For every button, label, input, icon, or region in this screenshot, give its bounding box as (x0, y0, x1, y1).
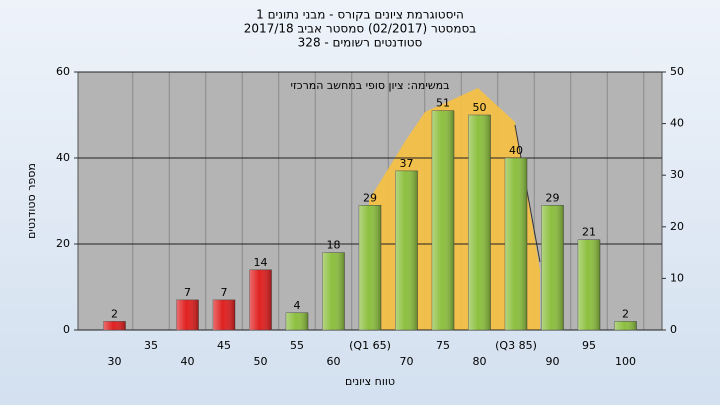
y2-tick-label: 30 (670, 168, 684, 181)
chart-title: היסטוגרמת ציונים בקורס - מבני נתונים 1 (256, 8, 464, 22)
x-axis-label: טווח ציונים (345, 375, 395, 388)
y-tick-label: 20 (56, 237, 70, 250)
y-tick-label: 40 (56, 151, 70, 164)
data-label: 50 (473, 101, 487, 114)
x-tick-label: 90 (546, 355, 560, 368)
x-tick-label: (Q3 85) (495, 339, 537, 352)
x-tick-label: 35 (144, 339, 158, 352)
annotation: במשימה: ציון סופי במחשב המרכזי (290, 79, 449, 92)
data-label: 40 (509, 144, 523, 157)
data-label: 14 (254, 256, 268, 269)
data-label: 37 (400, 157, 414, 170)
y-tick-label: 60 (56, 65, 70, 78)
data-label: 7 (184, 286, 191, 299)
x-tick-label: 60 (327, 355, 341, 368)
bar-shade (322, 252, 345, 330)
bar-shade (505, 158, 527, 330)
x-tick-label: 75 (436, 339, 450, 352)
x-tick-label: 80 (473, 355, 487, 368)
x-tick-label: 40 (181, 355, 195, 368)
bar-shade (286, 312, 308, 330)
data-label: 2 (622, 307, 629, 320)
chart-subtitle: סטודנטים רשומים - 328 (298, 36, 423, 50)
x-tick-label: 30 (108, 355, 122, 368)
x-tick-label: 55 (290, 339, 304, 352)
bar-shade (249, 269, 272, 330)
bar-shade (213, 299, 235, 330)
data-label: 7 (221, 286, 228, 299)
bar-shade (395, 170, 418, 330)
bar-shade (103, 321, 126, 330)
x-tick-label: (Q1 65) (349, 339, 391, 352)
bar-shade (432, 110, 454, 330)
data-label: 29 (546, 191, 560, 204)
distribution-line (514, 124, 541, 263)
bar-shade (176, 299, 199, 330)
data-label: 18 (327, 239, 341, 252)
y2-tick-label: 40 (670, 117, 684, 130)
x-tick-label: 50 (254, 355, 268, 368)
y2-tick-label: 10 (670, 271, 684, 284)
y2-tick-label: 20 (670, 220, 684, 233)
x-tick-label: 95 (582, 339, 596, 352)
x-tick-label: 45 (217, 339, 231, 352)
bar-shade (468, 115, 491, 330)
data-label: 21 (582, 226, 596, 239)
data-label: 51 (436, 97, 450, 110)
bar-shade (578, 239, 600, 330)
y2-tick-label: 50 (670, 65, 684, 78)
chart-subtitle: בסמסטר (02/2017) סמסטר אביב 2017/18 (244, 22, 476, 36)
x-tick-label: 100 (615, 355, 636, 368)
x-tick-label: 70 (400, 355, 414, 368)
bar-shade (614, 321, 637, 330)
data-label: 29 (363, 191, 377, 204)
data-label: 4 (294, 299, 301, 312)
bar-shade (541, 205, 564, 330)
y-tick-label: 0 (63, 323, 70, 336)
y-axis-label: מספר סטודנטים (25, 163, 38, 239)
y2-tick-label: 0 (670, 323, 677, 336)
data-label: 2 (111, 307, 118, 320)
bar-shade (359, 205, 381, 330)
